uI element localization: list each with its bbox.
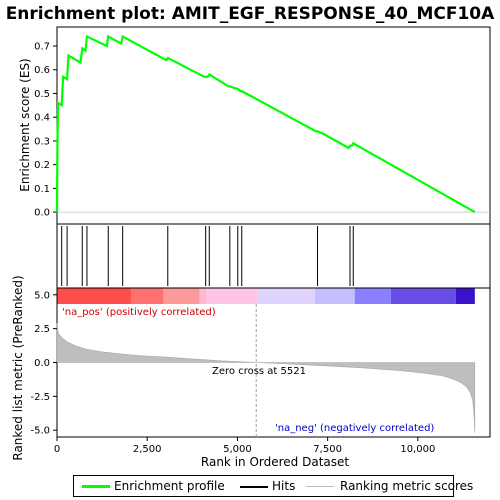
legend-enrichment-label: Enrichment profile	[114, 479, 225, 493]
es-y-tick-label: 0.7	[34, 41, 50, 52]
hits-group	[56, 226, 354, 286]
ranking-y-tick-label: -2.5	[30, 392, 50, 403]
es-y-tick-label: 0.5	[34, 89, 50, 100]
legend: Enrichment profile Hits Ranking metric s…	[73, 475, 473, 497]
x-tick-label: 7,500	[313, 444, 342, 455]
x-axis-ticks: 0 2,500 5,000 7,500 10,000	[54, 437, 435, 455]
ranking-y-tick-label: -5.0	[30, 426, 50, 437]
color-bar-segment	[354, 288, 391, 304]
neg-correlated-label: 'na_neg' (negatively correlated)	[275, 423, 434, 434]
es-y-axis-ticks: 0.0 0.1 0.2 0.3 0.4 0.5 0.6 0.7	[34, 41, 57, 219]
es-y-tick-label: 0.2	[34, 160, 50, 171]
es-y-tick-label: 0.3	[34, 136, 50, 147]
es-y-tick-label: 0.0	[34, 208, 50, 219]
ranking-y-tick-label: 2.5	[34, 324, 50, 335]
color-bar-segment	[314, 288, 355, 304]
es-y-axis-label: Enrichment score (ES)	[18, 58, 32, 191]
legend-enrichment-swatch	[82, 485, 110, 488]
legend-ranking-swatch	[306, 486, 334, 487]
es-panel-frame	[56, 26, 491, 225]
color-bar-segment	[390, 288, 456, 304]
x-tick-label: 0	[54, 444, 60, 455]
legend-hits-swatch	[240, 486, 268, 488]
enrichment-profile-line	[55, 34, 476, 214]
ranking-metric-group	[56, 304, 476, 437]
pos-correlated-label: 'na_pos' (positively correlated)	[62, 307, 216, 318]
x-axis-label: Rank in Ordered Dataset	[201, 455, 349, 469]
es-curve-group	[55, 34, 490, 214]
color-bar-segment	[130, 288, 164, 304]
color-bar-segment	[199, 288, 207, 304]
es-y-tick-label: 0.4	[34, 113, 50, 124]
ranking-y-axis-ticks: 5.0 2.5 0.0 -2.5 -5.0	[30, 290, 57, 437]
ranking-metric-area	[56, 323, 476, 433]
color-bar-segment	[57, 288, 131, 304]
chart-title: Enrichment plot: AMIT_EGF_RESPONSE_40_MC…	[6, 4, 495, 24]
legend-ranking-label: Ranking metric scores	[340, 479, 474, 493]
zero-cross-label: Zero cross at 5521	[212, 366, 306, 377]
color-bar-segment	[206, 288, 258, 304]
x-tick-label: 2,500	[133, 444, 162, 455]
ranking-y-tick-label: 0.0	[34, 358, 50, 369]
rank-color-bar	[57, 288, 475, 304]
color-bar-segment	[257, 288, 315, 304]
es-y-tick-label: 0.6	[34, 65, 50, 76]
legend-hits-label: Hits	[272, 479, 296, 493]
ranking-y-axis-label: Ranked list metric (PreRanked)	[11, 275, 25, 460]
color-bar-segment	[163, 288, 200, 304]
es-y-tick-label: 0.1	[34, 184, 50, 195]
color-bar-segment	[455, 288, 475, 304]
x-tick-label: 5,000	[223, 444, 252, 455]
hits-panel-frame	[56, 223, 491, 289]
x-tick-label: 10,000	[400, 444, 435, 455]
ranking-y-tick-label: 5.0	[34, 290, 50, 301]
